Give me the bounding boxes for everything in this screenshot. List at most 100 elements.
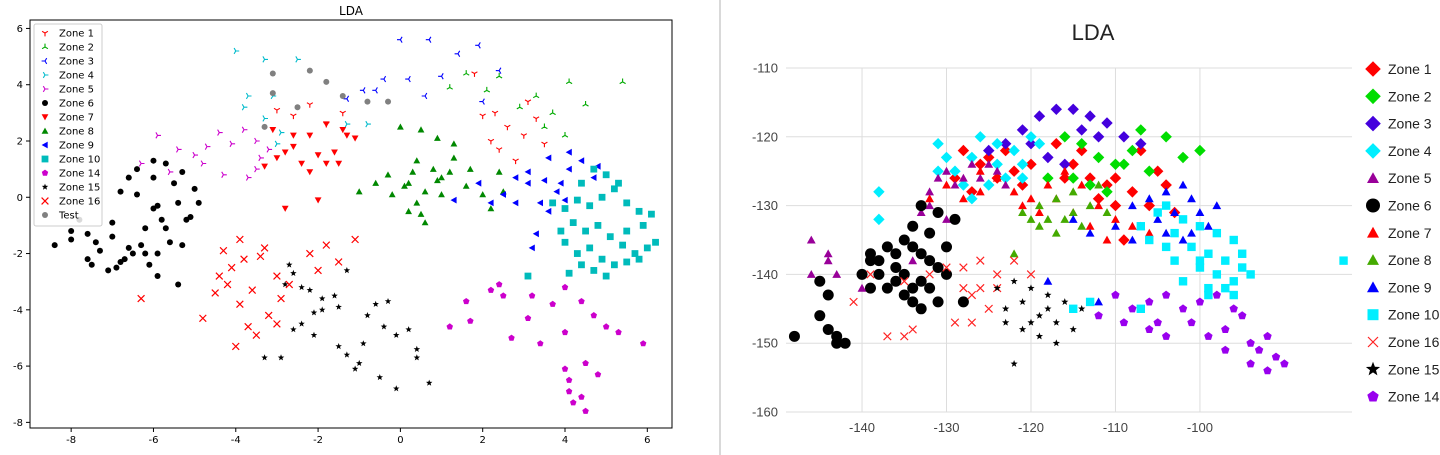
data-point [1246,359,1255,368]
data-point [499,191,506,198]
data-point [1237,249,1247,258]
data-point [281,205,289,212]
data-point [967,159,977,168]
data-point [602,171,610,179]
legend-label: Zone 1 [1388,61,1432,77]
data-point [187,213,194,220]
data-point [1178,180,1188,189]
legend-marker [1367,172,1379,183]
data-point [516,103,523,110]
data-point [306,169,314,176]
data-point [150,174,157,181]
data-points [51,36,659,414]
data-point [1118,158,1130,170]
data-point [823,256,833,265]
data-point [1042,172,1054,184]
data-point [1060,215,1070,223]
data-point [195,199,202,206]
data-point [1229,304,1238,313]
data-point [635,207,643,215]
data-point [1136,304,1146,313]
data-point [1043,276,1053,285]
data-point [890,262,902,274]
data-point [286,261,293,268]
legend-marker [41,169,49,176]
data-point [806,235,816,244]
data-point [413,157,421,164]
data-point [1195,222,1205,231]
data-point [274,140,281,148]
data-point [1135,144,1147,157]
data-point [1170,228,1179,238]
y-tick-label: -2 [13,249,23,260]
data-point [957,296,969,308]
legend-item: Zone 14 [1367,389,1440,405]
data-point [1229,277,1238,286]
data-point [179,168,186,175]
data-point [1135,138,1147,150]
data-point [1246,338,1255,347]
data-point [109,219,116,226]
data-point [269,90,276,97]
data-point [1026,215,1036,223]
data-point [933,173,943,182]
data-point [343,267,351,274]
data-point [1111,290,1120,299]
x-tick-label: 0 [397,435,403,446]
data-point [586,244,594,252]
data-point [434,177,441,184]
data-point [388,191,396,198]
data-point [154,250,161,257]
series-zone-15 [993,277,1103,367]
data-point [561,283,569,291]
data-point [643,244,651,252]
data-point [241,104,248,111]
data-point [479,113,486,120]
data-point [873,186,885,198]
data-point [573,250,581,257]
data-point [360,340,367,347]
legend-item: Zone 2 [1365,88,1432,104]
legend: Zone 1 Zone 2 Zone 3 Zone 4 Zone 5 Zone 6 Zone… [33,23,103,227]
data-point [561,238,569,246]
data-point [966,193,978,205]
y-tick-label: -120 [752,129,778,144]
data-point [241,126,248,133]
legend-label: Zone 2 [59,43,94,54]
data-point [1187,242,1196,252]
data-point [385,98,392,105]
legend-marker [1367,254,1379,265]
data-point [401,182,408,189]
data-point [1161,228,1171,237]
legend-item: Zone 1 [41,29,94,40]
data-point [281,281,289,288]
data-point [1162,331,1171,340]
y-tick-label: 2 [17,136,23,147]
data-point [976,283,985,293]
data-point [417,126,425,133]
data-point [1027,318,1035,326]
data-point [856,268,868,280]
series-zone-4 [233,47,371,148]
chart-title: LDA [339,4,364,18]
data-point [1094,311,1103,320]
data-point [561,132,569,138]
data-point [623,199,631,207]
data-point [975,173,985,182]
data-point [1128,201,1137,210]
data-point [578,261,585,269]
data-point [925,187,934,196]
data-point [1009,187,1019,196]
legend-item: Zone 16 [1367,334,1440,350]
data-point [565,165,572,173]
data-point [254,165,260,173]
data-point [890,275,902,287]
legend-item: Zone 2 [41,43,94,54]
data-point [528,244,535,252]
data-point [1077,221,1087,230]
data-point [277,354,285,361]
data-point [941,241,953,253]
data-point [1084,179,1096,191]
data-point [467,317,474,324]
y-tick-label: -150 [752,336,778,351]
